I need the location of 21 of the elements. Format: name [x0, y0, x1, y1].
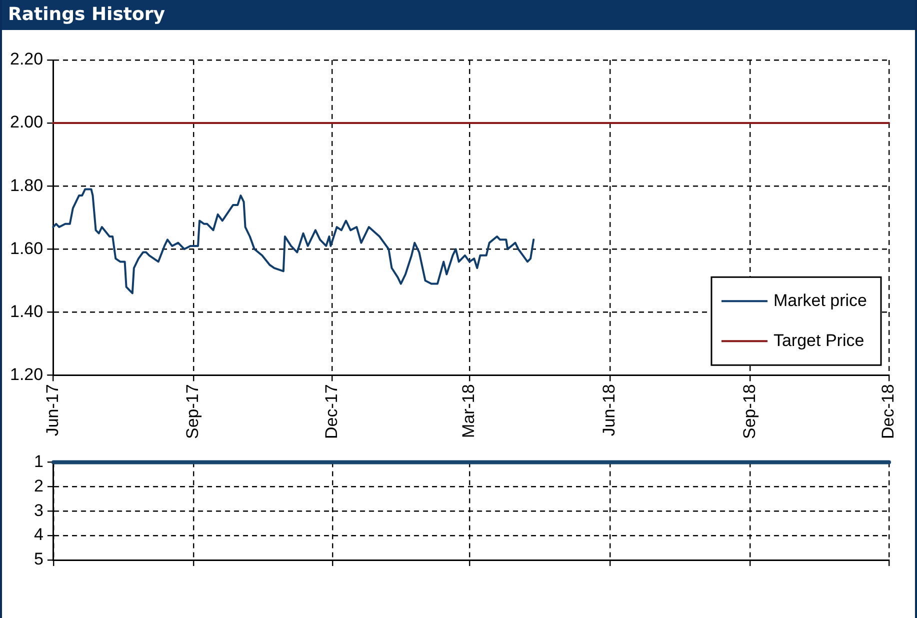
y-tick-label: 2 — [34, 476, 44, 496]
y-tick-label: 1.40 — [10, 302, 44, 321]
legend-label: Market price — [773, 290, 868, 310]
legend-label: Target Price — [773, 330, 864, 350]
x-tick-label: Jun-18 — [600, 384, 619, 436]
y-tick-label: 2.00 — [10, 112, 44, 132]
chart-title: Ratings History — [2, 0, 915, 30]
y-tick-label: 4 — [34, 525, 44, 544]
x-tick-label: Jun-17 — [42, 384, 62, 436]
y-tick-label: 1.20 — [10, 364, 44, 384]
x-tick-label: Dec-18 — [878, 384, 898, 439]
x-tick-label: Sep-18 — [740, 384, 759, 440]
y-tick-label: 1 — [34, 452, 44, 471]
x-tick-label: Mar-18 — [459, 384, 478, 438]
y-tick-label: 3 — [34, 500, 44, 520]
y-tick-label: 1.60 — [10, 238, 44, 258]
x-tick-label: Sep-17 — [183, 384, 202, 440]
y-tick-label: 5 — [34, 550, 44, 569]
y-tick-label: 2.20 — [10, 50, 44, 69]
y-tick-label: 1.80 — [10, 176, 44, 195]
x-tick-label: Dec-17 — [322, 384, 341, 439]
